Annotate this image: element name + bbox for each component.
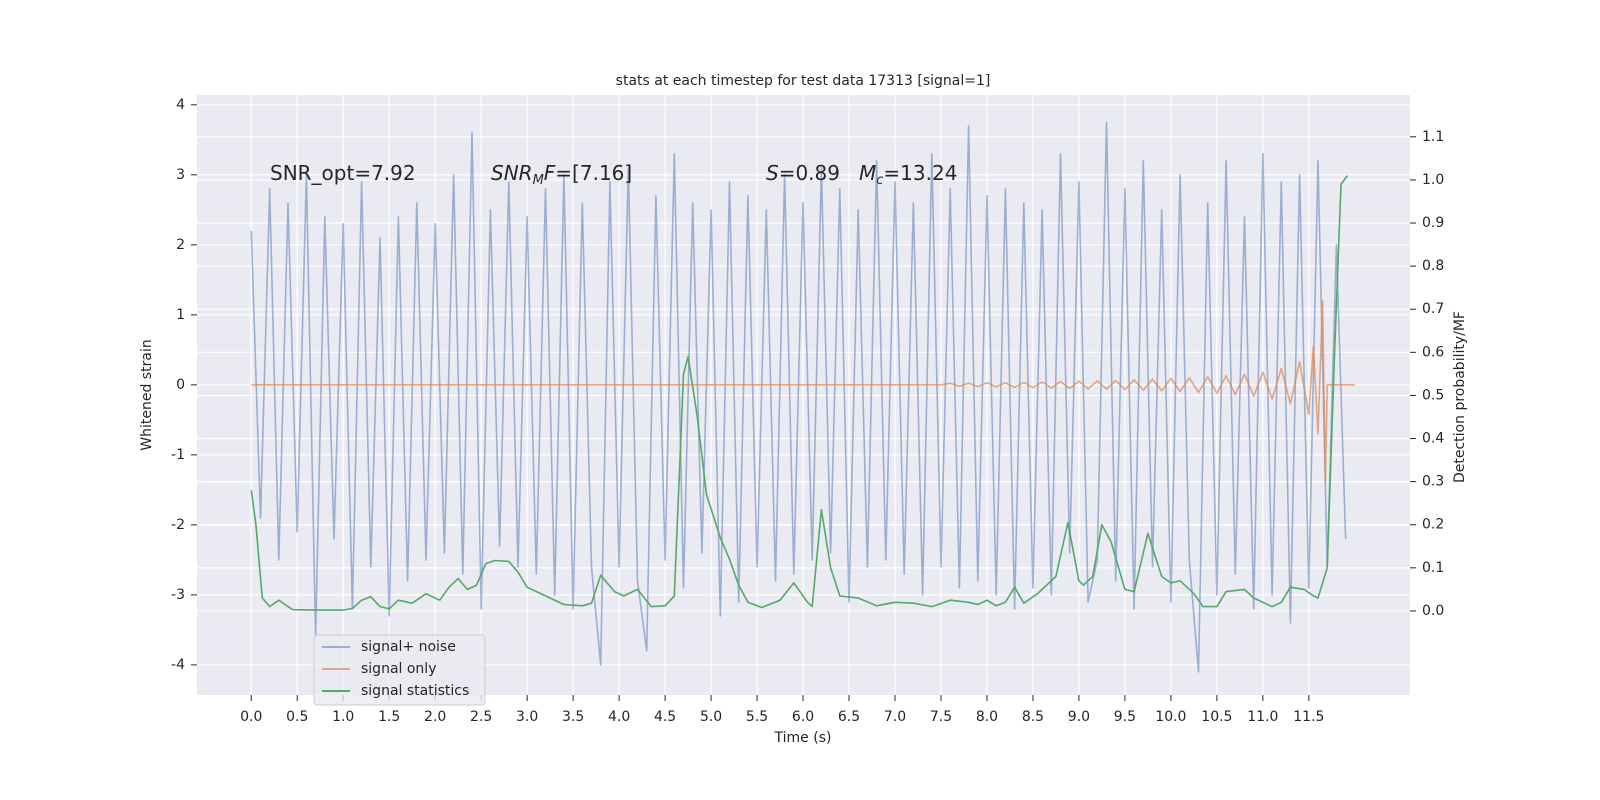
- x-tick-label: 5.0: [700, 709, 722, 725]
- legend-label: signal+ noise: [361, 639, 456, 655]
- annotation-part: M: [859, 161, 876, 185]
- x-tick-label: 5.5: [746, 709, 768, 725]
- y-tick-label: 3: [176, 167, 185, 183]
- y-tick-label: -4: [171, 657, 185, 673]
- annotation-part: c: [876, 173, 883, 188]
- x-tick-label: 7.0: [884, 709, 906, 725]
- y-tick-label: -3: [171, 587, 185, 603]
- x-tick-label: 8.5: [1022, 709, 1044, 725]
- x-tick-label: 4.5: [654, 709, 676, 725]
- x-tick-label: 6.5: [838, 709, 860, 725]
- y-tick-label: 0: [176, 377, 185, 393]
- x-tick-label: 3.0: [516, 709, 538, 725]
- annotation-part: SNR: [491, 161, 533, 185]
- y2-tick-label: 0.6: [1422, 344, 1444, 360]
- annotation-part: M: [533, 173, 544, 188]
- y-tick-label: 4: [176, 97, 185, 113]
- y2-tick-label: 0.3: [1422, 474, 1444, 490]
- annotation-part: SNR_opt=7.92: [270, 161, 416, 185]
- x-tick-label: 9.0: [1068, 709, 1090, 725]
- y2-tick-label: 0.9: [1422, 215, 1444, 231]
- series-line: [250, 121, 1347, 673]
- x-tick-label: 7.5: [930, 709, 952, 725]
- annotation-part: F: [544, 161, 556, 185]
- x-axis-label: Time (s): [774, 730, 832, 746]
- x-tick-label: 1.5: [378, 709, 400, 725]
- x-tick-label: 10.0: [1155, 709, 1186, 725]
- annotation-part: =13.24: [883, 161, 957, 185]
- y2-tick-label: 0.2: [1422, 517, 1444, 533]
- y-tick-label: -2: [171, 517, 185, 533]
- y2-tick-label: 0.5: [1422, 387, 1444, 403]
- y-tick-label: -1: [171, 447, 185, 463]
- y2-tick-label: 0.0: [1422, 603, 1444, 619]
- annotation-part: S: [766, 161, 779, 185]
- annotation-part: F=[7.16]: [544, 161, 632, 185]
- x-tick-label: 2.5: [470, 709, 492, 725]
- x-tick-label: 3.5: [562, 709, 584, 725]
- chart-title: stats at each timestep for test data 173…: [616, 73, 991, 89]
- y-tick-label: 1: [176, 307, 185, 323]
- y2-tick-label: 0.7: [1422, 301, 1444, 317]
- annotation-part: =0.89: [779, 161, 840, 185]
- y2-tick-label: 0.4: [1422, 431, 1444, 447]
- x-tick-label: 2.0: [424, 709, 446, 725]
- y2-tick-label: 1.1: [1422, 129, 1444, 145]
- legend-label: signal statistics: [361, 683, 469, 699]
- x-tick-label: 9.5: [1114, 709, 1136, 725]
- x-tick-label: 0.0: [240, 709, 262, 725]
- x-tick-label: 11.5: [1293, 709, 1324, 725]
- annotation: SNR_opt=7.92: [270, 161, 416, 185]
- x-tick-label: 1.0: [332, 709, 354, 725]
- series-line: [251, 299, 1355, 484]
- series-line: [250, 175, 1349, 611]
- annotation: Mc=13.24: [859, 161, 957, 188]
- y2-tick-label: 0.8: [1422, 258, 1444, 274]
- y2-tick-label: 1.0: [1422, 172, 1444, 188]
- y2-tick-label: 0.1: [1422, 560, 1444, 576]
- y-axis-label: Whitened strain: [139, 339, 155, 450]
- x-tick-label: 10.5: [1201, 709, 1232, 725]
- x-tick-label: 8.0: [976, 709, 998, 725]
- x-tick-label: 4.0: [608, 709, 630, 725]
- y-tick-label: 2: [176, 237, 185, 253]
- x-tick-label: 11.0: [1247, 709, 1278, 725]
- legend-label: signal only: [361, 661, 436, 677]
- y2-axis-label: Detection probability/MF: [1452, 311, 1468, 483]
- annotation: SNRMF=[7.16]: [491, 161, 632, 188]
- x-tick-label: 0.5: [286, 709, 308, 725]
- annotation: S=0.89: [766, 161, 840, 185]
- legend-box: [313, 634, 486, 706]
- x-tick-label: 6.0: [792, 709, 814, 725]
